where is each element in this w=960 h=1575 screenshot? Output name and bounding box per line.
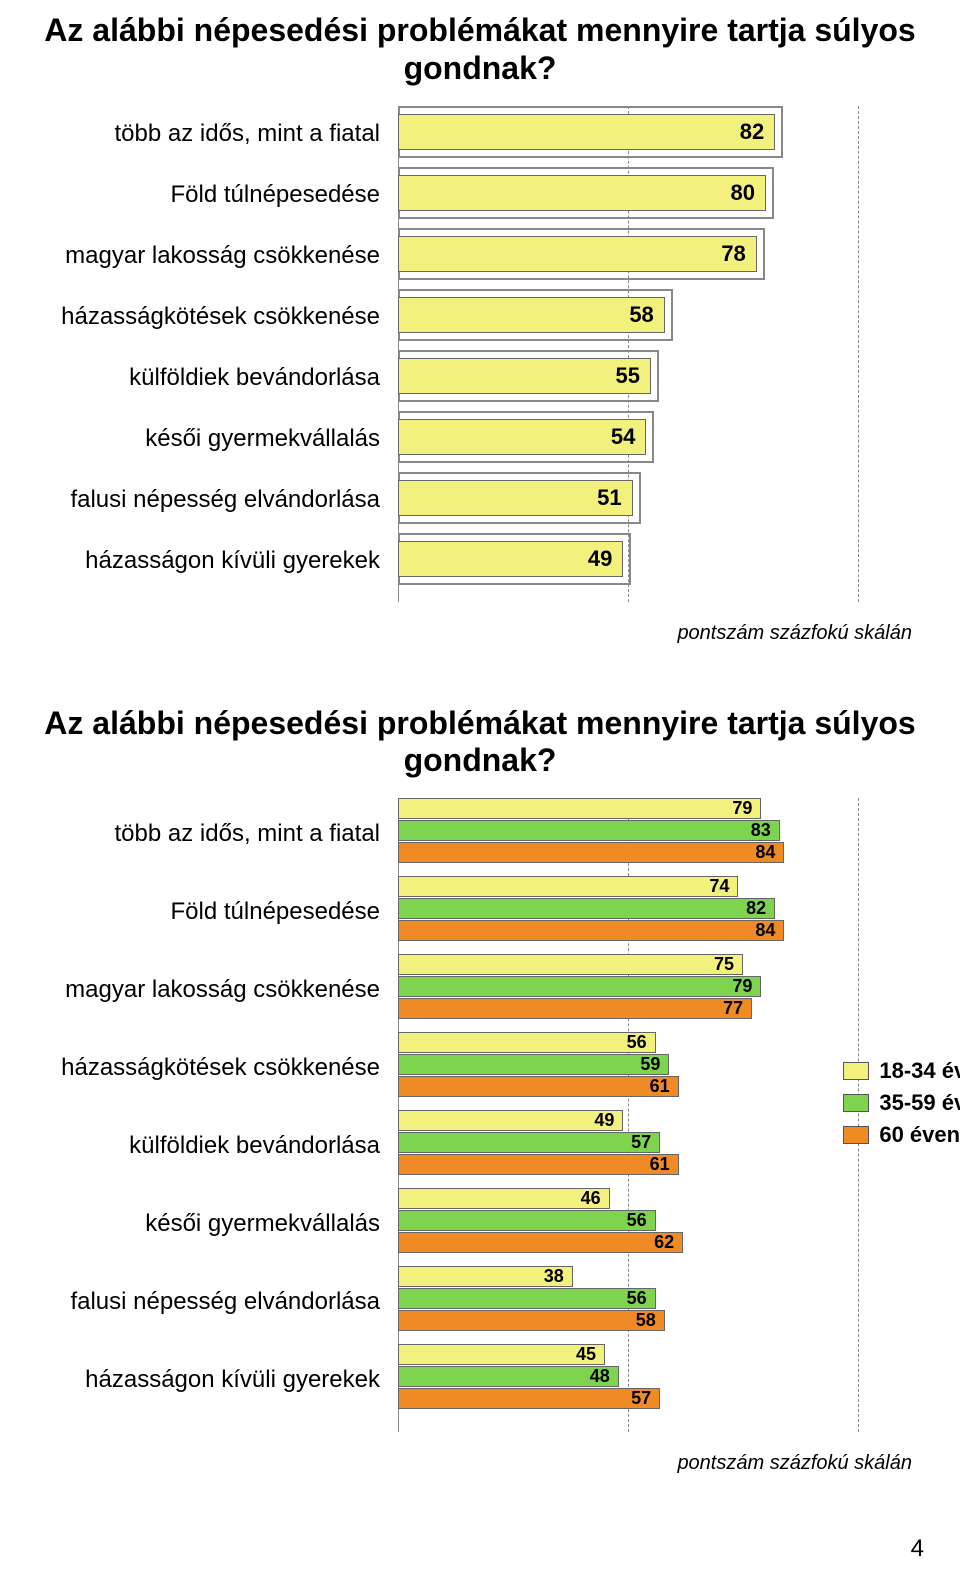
chart-2-category-label: házasságkötések csökkenése	[20, 1054, 380, 1082]
chart-2-bar: 58	[398, 1310, 665, 1331]
chart-2-bar: 38	[398, 1266, 573, 1287]
chart-1: Az alábbi népesedési problémákat mennyir…	[18, 12, 942, 645]
chart-2-bar-group: 757977	[398, 954, 858, 1020]
chart-1-area: több az idős, mint a fiatal Föld túlnépes…	[18, 106, 942, 602]
chart-1-bar: 54	[398, 419, 646, 455]
chart-2-bar: 57	[398, 1132, 660, 1153]
chart-2-bar: 57	[398, 1388, 660, 1409]
chart-2-bar: 61	[398, 1076, 679, 1097]
chart-1-bar: 49	[398, 541, 623, 577]
legend-label: 18-34 évesek	[879, 1058, 960, 1084]
chart-1-bar-slot: 58	[398, 289, 858, 341]
chart-2-category-label: falusi népesség elvándorlása	[20, 1288, 380, 1316]
chart-2-title: Az alábbi népesedési problémákat mennyir…	[18, 705, 942, 781]
chart-1-footnote: pontszám százfokú skálán	[18, 622, 942, 645]
chart-2-plot: 7983847482847579775659614957614656623856…	[398, 798, 858, 1432]
chart-1-bar-slot: 49	[398, 533, 858, 585]
chart-2-category-label: több az idős, mint a fiatal	[20, 820, 380, 848]
chart-1-bar-slot: 78	[398, 228, 858, 280]
chart-2-bar: 56	[398, 1288, 656, 1309]
chart-2-category-label: külföldiek bevándorlása	[20, 1132, 380, 1160]
chart-2-bar: 75	[398, 954, 743, 975]
page-number: 4	[18, 1535, 942, 1563]
chart-2-footnote: pontszám százfokú skálán	[18, 1452, 912, 1475]
legend-swatch	[843, 1126, 869, 1144]
chart-2-bar: 74	[398, 876, 738, 897]
chart-2-bar: 77	[398, 998, 752, 1019]
legend-label: 35-59 évesek	[879, 1090, 960, 1116]
chart-1-bar-slot: 54	[398, 411, 858, 463]
legend-swatch	[843, 1094, 869, 1112]
chart-2-category-label: késői gyermekvállalás	[20, 1210, 380, 1238]
legend-label: 60 éven felüliek	[879, 1122, 960, 1148]
chart-1-category-label: falusi népesség elvándorlása	[20, 486, 380, 514]
chart-1-category-label: házasságkötések csökkenése	[20, 303, 380, 331]
chart-1-bar-slot: 55	[398, 350, 858, 402]
chart-2-bar-group: 465662	[398, 1188, 858, 1254]
chart-1-category-label: külföldiek bevándorlása	[20, 364, 380, 392]
chart-1-bar: 78	[398, 236, 757, 272]
chart-1-category-label: több az idős, mint a fiatal	[20, 120, 380, 148]
chart-2-labels: több az idős, mint a fiatal Föld túlnépes…	[18, 798, 398, 1432]
chart-1-labels: több az idős, mint a fiatal Föld túlnépes…	[18, 106, 398, 602]
chart-1-bar-slot: 82	[398, 106, 858, 158]
chart-2-bar: 59	[398, 1054, 669, 1075]
legend-item: 35-59 évesek	[843, 1090, 960, 1116]
chart-2-bar: 62	[398, 1232, 683, 1253]
chart-1-bar: 82	[398, 114, 775, 150]
chart-2-bar: 49	[398, 1110, 623, 1131]
chart-2-bar: 56	[398, 1210, 656, 1231]
chart-2-bar: 84	[398, 920, 784, 941]
chart-2-bar-group: 748284	[398, 876, 858, 942]
chart-2-bar: 46	[398, 1188, 610, 1209]
chart-1-plot: 82 80 78 58 55 54 51 49	[398, 106, 858, 602]
chart-2-bar-group: 565961	[398, 1032, 858, 1098]
chart-2-bar-group: 798384	[398, 798, 858, 864]
chart-2-bar-group: 454857	[398, 1344, 858, 1410]
legend-item: 60 éven felüliek	[843, 1122, 960, 1148]
chart-2-bar: 84	[398, 842, 784, 863]
chart-2-category-label: házasságon kívüli gyerekek	[20, 1366, 380, 1394]
chart-2-bar: 83	[398, 820, 780, 841]
chart-2: Az alábbi népesedési problémákat mennyir…	[18, 705, 942, 1476]
gridline	[858, 106, 859, 602]
chart-2-bar: 79	[398, 976, 761, 997]
chart-1-bar-slot: 80	[398, 167, 858, 219]
chart-1-bar: 58	[398, 297, 665, 333]
chart-1-bar-slot: 51	[398, 472, 858, 524]
chart-2-bar: 82	[398, 898, 775, 919]
chart-1-category-label: késői gyermekvállalás	[20, 425, 380, 453]
chart-2-bar-group: 385658	[398, 1266, 858, 1332]
chart-1-category-label: magyar lakosság csökkenése	[20, 242, 380, 270]
chart-2-legend: 18-34 évesek 35-59 évesek 60 éven felüliek	[843, 1058, 960, 1154]
chart-1-category-label: házasságon kívüli gyerekek	[20, 547, 380, 575]
chart-1-category-label: Föld túlnépesedése	[20, 181, 380, 209]
legend-item: 18-34 évesek	[843, 1058, 960, 1084]
chart-2-area: több az idős, mint a fiatal Föld túlnépes…	[18, 798, 942, 1432]
chart-2-bar: 45	[398, 1344, 605, 1365]
legend-swatch	[843, 1062, 869, 1080]
chart-1-title: Az alábbi népesedési problémákat mennyir…	[18, 12, 942, 88]
chart-1-bar: 55	[398, 358, 651, 394]
chart-1-bar: 51	[398, 480, 633, 516]
chart-2-bar: 56	[398, 1032, 656, 1053]
chart-2-category-label: Föld túlnépesedése	[20, 898, 380, 926]
chart-2-bar-group: 495761	[398, 1110, 858, 1176]
chart-2-category-label: magyar lakosság csökkenése	[20, 976, 380, 1004]
chart-2-bar: 48	[398, 1366, 619, 1387]
chart-1-bar: 80	[398, 175, 766, 211]
chart-2-bar: 79	[398, 798, 761, 819]
chart-2-bar: 61	[398, 1154, 679, 1175]
